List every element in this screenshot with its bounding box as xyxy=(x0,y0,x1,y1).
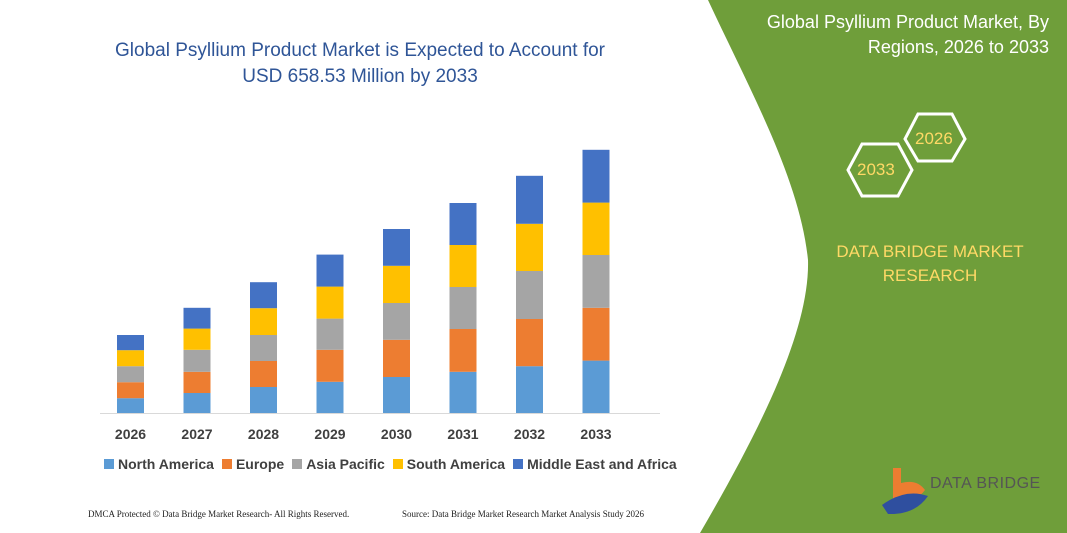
bar-segment-2033-europe xyxy=(582,307,610,361)
bar-segment-2027-south-america xyxy=(183,328,211,350)
bar-segment-2029-north-america xyxy=(316,381,344,413)
bar-segment-2026-asia-pacific xyxy=(117,366,144,383)
bar-segment-2030-south-america xyxy=(383,265,410,303)
bar-segment-2032-south-america xyxy=(516,223,543,271)
hexagon-2026-icon xyxy=(903,112,967,163)
bar-segment-2033-middle-east-and-africa xyxy=(582,149,610,203)
bar-segment-2028-south-america xyxy=(250,308,277,335)
legend-item: Asia Pacific xyxy=(292,456,385,472)
bar-segment-2030-europe xyxy=(383,339,410,377)
brand-text: DATA BRIDGE MARKET RESEARCH xyxy=(836,242,1024,285)
legend-item: Middle East and Africa xyxy=(513,456,677,472)
footer-copyright: DMCA Protected © Data Bridge Market Rese… xyxy=(88,509,350,519)
legend-item: Europe xyxy=(221,456,285,472)
x-tick-label: 2027 xyxy=(181,426,213,442)
bar-segment-2026-south-america xyxy=(117,350,144,367)
bar-segment-2028-asia-pacific xyxy=(250,335,277,361)
legend-label: Asia Pacific xyxy=(306,456,385,472)
x-tick-label: 2030 xyxy=(380,426,413,442)
logo-text: DATA BRIDGE xyxy=(930,475,1041,492)
legend-swatch xyxy=(513,459,524,469)
x-tick-label: 2031 xyxy=(447,426,479,442)
bar-segment-2031-europe xyxy=(449,329,477,372)
bar-segment-2032-north-america xyxy=(516,366,543,413)
legend-swatch xyxy=(392,459,403,469)
chart-title: Global Psyllium Product Market is Expect… xyxy=(115,40,605,87)
legend-label: Middle East and Africa xyxy=(527,456,677,472)
x-tick-label: 2033 xyxy=(580,426,612,442)
bar-segment-2031-north-america xyxy=(449,371,477,413)
bar-segment-2028-europe xyxy=(250,361,277,387)
bar-segment-2029-asia-pacific xyxy=(316,318,344,350)
hexagon-2033-icon xyxy=(846,142,914,198)
bar-segment-2033-asia-pacific xyxy=(582,255,610,308)
bar-segment-2028-north-america xyxy=(250,387,277,413)
bar-segment-2032-europe xyxy=(516,319,543,367)
x-tick-label: 2026 xyxy=(114,426,147,442)
legend-label: North America xyxy=(118,456,214,472)
hex-label-end: 2033 xyxy=(857,160,895,179)
bar-segment-2027-asia-pacific xyxy=(183,349,211,372)
panel-title: Global Psyllium Product Market, By Regio… xyxy=(766,12,1049,57)
bar-segment-2030-asia-pacific xyxy=(383,303,410,340)
bar-segment-2026-north-america xyxy=(117,398,144,413)
bar-segment-2031-middle-east-and-africa xyxy=(449,203,477,245)
bar-segment-2033-north-america xyxy=(582,360,610,413)
x-tick-label: 2029 xyxy=(314,426,346,442)
legend-swatch xyxy=(221,459,232,469)
bar-segment-2033-south-america xyxy=(582,202,610,255)
bar-segment-2032-asia-pacific xyxy=(516,271,543,319)
x-tick-label: 2032 xyxy=(513,426,546,442)
bar-segment-2030-middle-east-and-africa xyxy=(383,229,410,266)
x-tick-label: 2028 xyxy=(247,426,280,442)
bar-segment-2027-middle-east-and-africa xyxy=(183,307,211,329)
legend-swatch xyxy=(104,459,114,469)
green-panel xyxy=(700,0,1067,533)
legend: North America Europe Asia Pacific South … xyxy=(104,456,677,472)
bar-segment-2026-middle-east-and-africa xyxy=(117,335,144,351)
bars-group xyxy=(117,149,610,413)
legend-item: North America xyxy=(104,456,214,472)
bar-segment-2030-north-america xyxy=(383,377,410,413)
legend-item: South America xyxy=(392,456,506,472)
bar-segment-2026-europe xyxy=(117,382,144,399)
bar-segment-2028-middle-east-and-africa xyxy=(250,282,277,309)
data-bridge-logo-icon xyxy=(882,468,928,515)
bar-segment-2027-north-america xyxy=(183,393,211,413)
hex-label-start: 2026 xyxy=(915,129,953,148)
bar-segment-2031-south-america xyxy=(449,245,477,287)
legend-swatch xyxy=(292,459,303,469)
bar-segment-2032-middle-east-and-africa xyxy=(516,175,543,224)
legend-label: South America xyxy=(406,456,506,472)
bar-segment-2029-middle-east-and-africa xyxy=(316,254,344,287)
bar-segment-2029-south-america xyxy=(316,286,344,319)
legend-label: Europe xyxy=(235,456,285,472)
bar-segment-2027-europe xyxy=(183,371,211,393)
bar-segment-2029-europe xyxy=(316,349,344,382)
footer-source: Source: Data Bridge Market Research Mark… xyxy=(402,509,644,519)
bar-segment-2031-asia-pacific xyxy=(449,287,477,329)
